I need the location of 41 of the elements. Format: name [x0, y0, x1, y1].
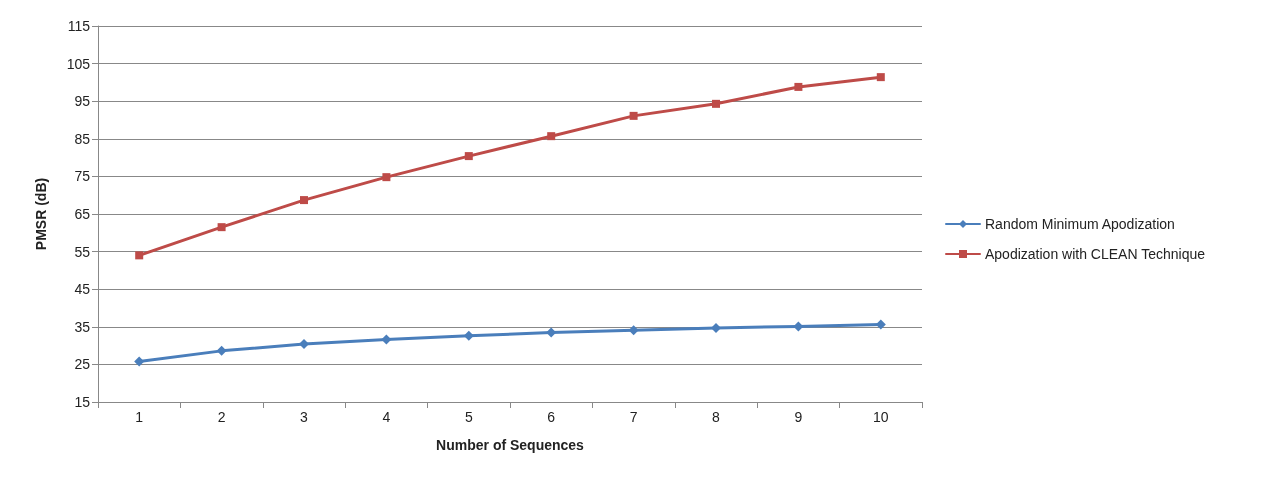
point — [300, 196, 308, 205]
point — [216, 345, 227, 356]
point — [382, 173, 391, 182]
y-tick-label: 35 — [74, 318, 91, 335]
point — [794, 82, 803, 91]
y-tick-label: 75 — [74, 168, 91, 185]
y-tick-label: 95 — [74, 93, 91, 110]
point — [629, 111, 638, 120]
y-tick-label: 115 — [67, 18, 91, 34]
point — [712, 99, 720, 108]
y-tick-label: 85 — [74, 130, 91, 147]
x-tick-label: 9 — [794, 409, 803, 425]
x-tick-label: 6 — [547, 409, 556, 425]
y-tick-label: 55 — [74, 243, 91, 260]
x-axis-title: Number of Sequences — [436, 437, 585, 453]
y-tick-label: 15 — [74, 394, 91, 410]
x-tick-label: 8 — [712, 409, 721, 425]
y-axis-title: PMSR (dB) — [33, 177, 49, 251]
point — [217, 223, 226, 232]
point — [135, 251, 144, 260]
legend-label: Apodization with CLEAN Technique — [985, 246, 1206, 262]
y-tick-label: 105 — [66, 55, 91, 72]
y-tick-label: 65 — [74, 206, 91, 222]
y-tick-label: 45 — [74, 281, 91, 298]
point — [464, 152, 473, 161]
x-tick-label: 3 — [300, 409, 309, 425]
x-tick-label: 10 — [873, 409, 889, 425]
point — [711, 322, 721, 333]
x-tick-label: 4 — [382, 409, 391, 425]
x-tick-label: 1 — [135, 409, 144, 425]
legend-label: Random Minimum Apodization — [985, 216, 1175, 232]
point — [134, 356, 145, 367]
point — [381, 334, 392, 345]
point — [547, 132, 556, 141]
x-tick-label: 7 — [629, 409, 638, 425]
point — [463, 330, 474, 341]
point — [876, 73, 885, 82]
point — [299, 339, 309, 350]
x-tick-label: 5 — [464, 409, 473, 425]
x-tick-label: 2 — [217, 409, 226, 425]
y-tick-label: 25 — [74, 356, 91, 373]
